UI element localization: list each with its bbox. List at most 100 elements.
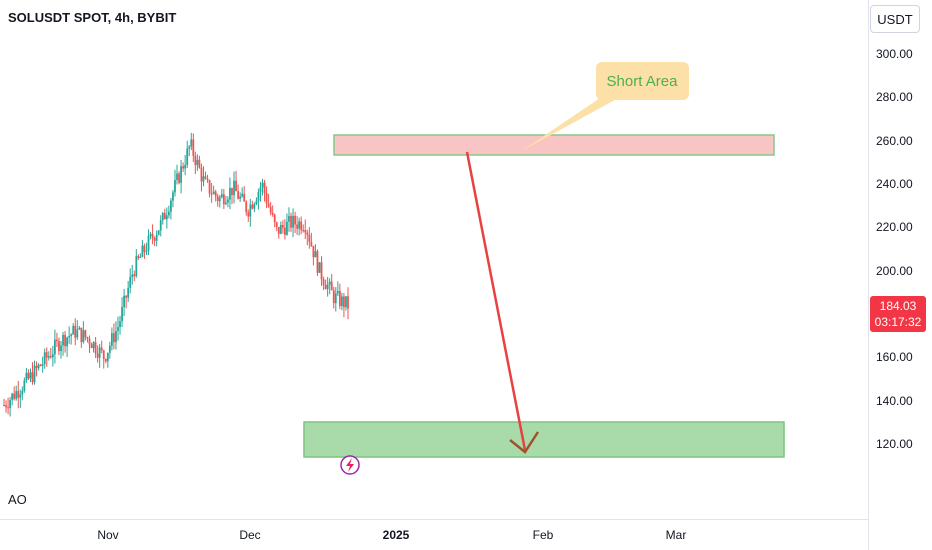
candle-body bbox=[170, 200, 172, 212]
candle-body bbox=[19, 394, 22, 398]
candle-body bbox=[131, 274, 134, 277]
candle-body bbox=[41, 364, 44, 366]
candle-body bbox=[102, 350, 105, 360]
candle-body bbox=[72, 325, 75, 335]
candle-body bbox=[94, 342, 97, 354]
candle-body bbox=[218, 197, 221, 202]
candle-body bbox=[324, 284, 327, 290]
candle-body bbox=[188, 146, 191, 149]
candle-body bbox=[137, 256, 140, 258]
candle-body bbox=[261, 182, 264, 188]
candle-body bbox=[347, 296, 349, 309]
candle-body bbox=[56, 339, 58, 342]
candle-body bbox=[147, 235, 150, 251]
candle-body bbox=[237, 191, 239, 199]
candle-body bbox=[123, 295, 125, 308]
candle-body bbox=[304, 230, 307, 233]
candle-body bbox=[222, 194, 225, 205]
candle-body bbox=[231, 187, 233, 196]
candle-body bbox=[267, 203, 270, 207]
candle-body bbox=[51, 354, 54, 358]
x-tick-label: Feb bbox=[532, 528, 554, 542]
callout-box[interactable] bbox=[596, 62, 689, 100]
candle-body bbox=[241, 193, 244, 197]
candle-body bbox=[133, 274, 136, 277]
candle-body bbox=[172, 192, 174, 201]
short-area-zone[interactable] bbox=[333, 134, 775, 156]
candle-body bbox=[23, 380, 26, 391]
candle-body bbox=[176, 173, 178, 181]
candle-body bbox=[62, 334, 64, 346]
candle-body bbox=[306, 232, 309, 235]
candle-body bbox=[290, 215, 292, 228]
candle-body bbox=[302, 230, 305, 232]
candle-body bbox=[121, 307, 123, 322]
y-tick-label: 160.00 bbox=[876, 350, 913, 365]
candle-body bbox=[308, 234, 311, 242]
x-tick-label: Mar bbox=[665, 528, 687, 542]
candle-body bbox=[157, 230, 160, 235]
candle-body bbox=[326, 284, 329, 290]
candle-body bbox=[210, 193, 213, 195]
candle-body bbox=[47, 356, 50, 358]
candle-body bbox=[96, 353, 99, 358]
candle-body bbox=[206, 178, 209, 181]
candle-body bbox=[202, 176, 205, 182]
candle-body bbox=[5, 405, 7, 408]
candle-body bbox=[27, 372, 30, 379]
indicator-label[interactable]: AO bbox=[8, 492, 27, 507]
candle-body bbox=[163, 213, 166, 220]
price-plot[interactable]: Short Area bbox=[0, 0, 868, 519]
target-zone[interactable] bbox=[303, 421, 785, 458]
candle-body bbox=[21, 390, 24, 395]
candle-body bbox=[82, 330, 85, 343]
candle-body bbox=[257, 191, 260, 201]
candle-body bbox=[336, 291, 339, 294]
candle-body bbox=[332, 290, 335, 304]
candle-body bbox=[11, 393, 14, 401]
candle-body bbox=[45, 352, 48, 358]
candle-body bbox=[296, 224, 299, 229]
candle-body bbox=[314, 251, 317, 258]
y-tick-label: 200.00 bbox=[876, 263, 913, 278]
candle-body bbox=[125, 295, 128, 298]
candle-body bbox=[37, 364, 40, 369]
currency-button[interactable]: USDT bbox=[870, 5, 920, 33]
y-tick-label: 140.00 bbox=[876, 393, 913, 408]
candle-body bbox=[259, 187, 262, 192]
candle-body bbox=[312, 245, 315, 258]
y-tick-label: 120.00 bbox=[876, 437, 913, 451]
candle-body bbox=[255, 200, 258, 204]
candle-body bbox=[214, 191, 217, 197]
candle-body bbox=[283, 227, 286, 235]
lightning-icon[interactable] bbox=[340, 455, 360, 475]
candle-body bbox=[3, 404, 5, 406]
candle-body bbox=[43, 352, 46, 365]
candle-body bbox=[92, 342, 95, 349]
candle-body bbox=[159, 220, 162, 231]
candle-body bbox=[224, 202, 227, 205]
candle-body bbox=[198, 159, 201, 168]
candle-body bbox=[239, 196, 242, 199]
candle-body bbox=[294, 215, 296, 225]
candle-body bbox=[106, 352, 109, 362]
candle-body bbox=[104, 359, 107, 362]
candle-body bbox=[180, 166, 182, 183]
candle-body bbox=[58, 341, 60, 352]
callout-text: Short Area bbox=[607, 73, 679, 90]
candle-body bbox=[165, 215, 168, 220]
candle-body bbox=[249, 204, 252, 217]
candle-body bbox=[310, 241, 313, 246]
candle-body bbox=[174, 180, 176, 193]
y-tick-label: 280.00 bbox=[876, 90, 913, 105]
candle-body bbox=[153, 238, 156, 241]
candle-body bbox=[251, 204, 254, 209]
candle-body bbox=[29, 372, 32, 379]
candle-body bbox=[68, 336, 71, 338]
candle-body bbox=[186, 148, 189, 165]
candle-body bbox=[100, 347, 103, 351]
candle-body bbox=[292, 215, 294, 228]
candle-body bbox=[15, 391, 18, 399]
candle-body bbox=[86, 337, 89, 339]
